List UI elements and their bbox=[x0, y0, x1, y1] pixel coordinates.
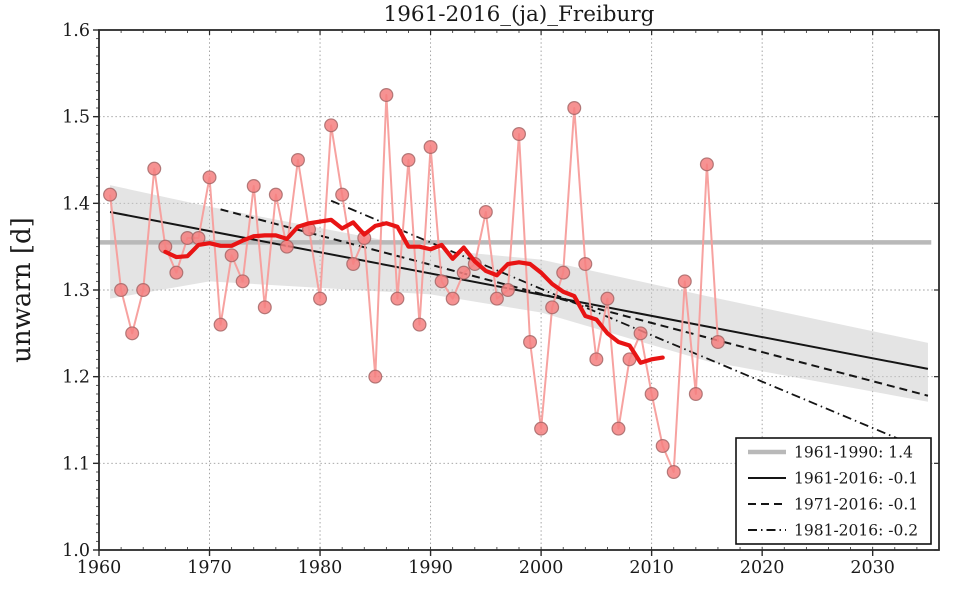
x-tick-label: 1970 bbox=[187, 558, 232, 578]
annual-data-point bbox=[489, 291, 504, 306]
annual-data-point bbox=[600, 291, 615, 306]
legend-label: 1981-2016: -0.2 bbox=[794, 522, 918, 540]
x-tick-label: 1960 bbox=[77, 558, 122, 578]
annual-data-point bbox=[147, 161, 162, 176]
annual-data-point bbox=[445, 291, 460, 306]
annual-data-point bbox=[412, 317, 427, 332]
axes-layer: 1960 1970 1980 1990 2000 2010 2020 2030 1.0 1.1 1.… bbox=[62, 21, 940, 578]
confidence-band-layer bbox=[110, 185, 928, 402]
x-tick-label: 1980 bbox=[298, 558, 343, 578]
annual-series-line bbox=[109, 94, 719, 473]
y-axis-label: unwarn [d] bbox=[7, 217, 37, 363]
annual-data-point bbox=[401, 153, 416, 168]
y-tick-label: 1.5 bbox=[62, 108, 90, 128]
annual-data-point bbox=[423, 140, 438, 155]
x-tick-label: 2020 bbox=[740, 558, 785, 578]
annual-data-point bbox=[390, 291, 405, 306]
y-tick-label: 1.6 bbox=[62, 21, 90, 41]
legend-label: 1961-1990: 1.4 bbox=[794, 444, 913, 462]
annual-data-point bbox=[556, 265, 571, 280]
annual-data-point bbox=[290, 153, 305, 168]
y-tick-label: 1.0 bbox=[62, 541, 90, 561]
grid-layer bbox=[98, 29, 939, 551]
annual-data-point bbox=[688, 387, 703, 402]
annual-data-point bbox=[169, 265, 184, 280]
y-tick-label: 1.2 bbox=[62, 368, 90, 388]
legend: 1961-1990: 1.4 1961-2016: -0.1 1971-2016: … bbox=[735, 437, 932, 545]
annual-data-point bbox=[710, 335, 725, 350]
x-tick-label: 2030 bbox=[850, 558, 895, 578]
annual-data-point bbox=[213, 317, 228, 332]
annual-data-point bbox=[534, 421, 549, 436]
trend-line-dashdot bbox=[330, 199, 929, 453]
annual-data-point bbox=[434, 274, 449, 289]
annual-data-point bbox=[114, 283, 129, 298]
annual-data-point bbox=[523, 335, 538, 350]
annual-data-point bbox=[567, 100, 582, 115]
annual-data-point bbox=[313, 291, 328, 306]
annual-data-point bbox=[589, 352, 604, 367]
annual-data-point bbox=[666, 465, 681, 480]
annual-data-point bbox=[578, 257, 593, 272]
legend-box bbox=[735, 437, 932, 545]
annual-data-point bbox=[478, 205, 493, 220]
annual-data-point bbox=[699, 157, 714, 172]
annual-data-point bbox=[246, 179, 261, 194]
annual-data-point bbox=[346, 257, 361, 272]
x-tick-label: 2000 bbox=[519, 558, 564, 578]
y-tick-label: 1.1 bbox=[62, 454, 90, 474]
x-tick-label: 1990 bbox=[408, 558, 453, 578]
annual-data-point bbox=[268, 187, 283, 202]
annual-data-point bbox=[103, 187, 118, 202]
x-tick-label: 2010 bbox=[629, 558, 674, 578]
annual-data-point bbox=[379, 87, 394, 102]
annual-data-point bbox=[456, 265, 471, 280]
annual-data-point bbox=[257, 300, 272, 315]
legend-label: 1971-2016: -0.1 bbox=[794, 496, 918, 514]
annual-data-point bbox=[545, 300, 560, 315]
legend-label: 1961-2016: -0.1 bbox=[794, 470, 918, 488]
annual-data-point bbox=[279, 239, 294, 254]
data-series-layer bbox=[103, 87, 725, 480]
annual-data-point bbox=[335, 187, 350, 202]
running-mean-line bbox=[163, 217, 665, 365]
annual-data-point bbox=[511, 126, 526, 141]
annual-data-point bbox=[235, 274, 250, 289]
chart-title: 1961-2016_(ja)_Freiburg bbox=[384, 2, 655, 27]
annual-data-point bbox=[368, 369, 383, 384]
y-tick-label: 1.4 bbox=[62, 194, 90, 214]
annual-data-point bbox=[136, 283, 151, 298]
annual-data-point bbox=[224, 248, 239, 263]
annual-data-point bbox=[644, 387, 659, 402]
annual-data-point bbox=[500, 283, 515, 298]
annual-data-point bbox=[655, 439, 670, 454]
annual-data-point bbox=[677, 274, 692, 289]
annual-data-point bbox=[202, 170, 217, 185]
annual-data-point bbox=[324, 118, 339, 133]
annual-data-point bbox=[611, 421, 626, 436]
confidence-band bbox=[110, 185, 928, 402]
annual-data-point bbox=[125, 326, 140, 341]
annual-data-point bbox=[633, 326, 648, 341]
y-tick-label: 1.3 bbox=[62, 281, 90, 301]
